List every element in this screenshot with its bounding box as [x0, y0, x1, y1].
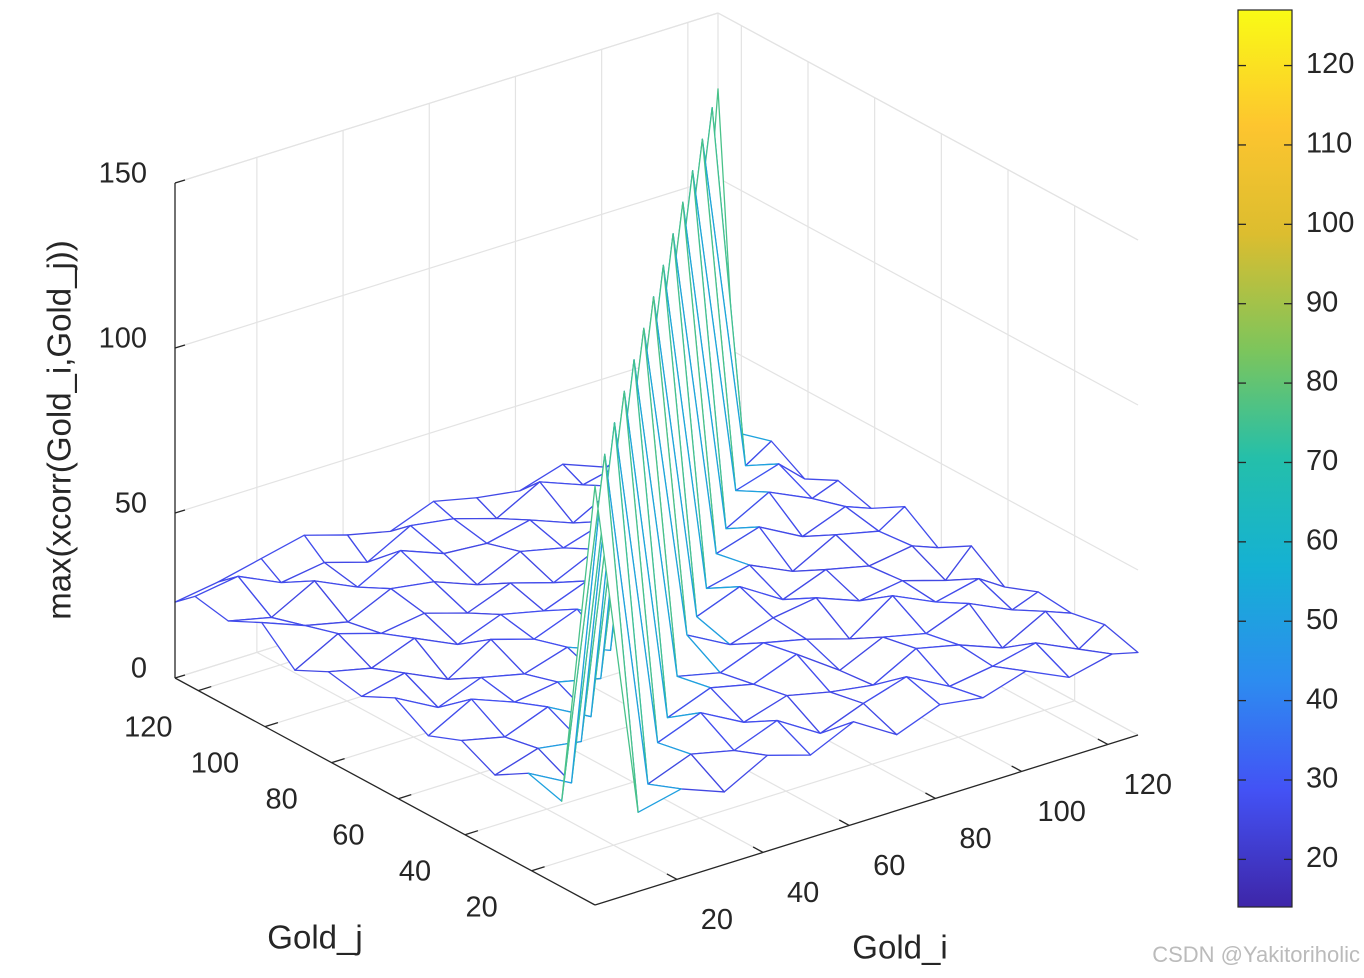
x-tick [925, 792, 936, 799]
y-tick-label: 80 [266, 783, 298, 815]
colorbar-tick-label: 90 [1306, 286, 1338, 318]
colorbar-tick-label: 110 [1306, 128, 1352, 160]
x-tick [666, 873, 678, 880]
z-tick-label: 0 [131, 653, 147, 685]
colorbar-tick-label: 70 [1306, 445, 1338, 477]
y-tick-label: 40 [399, 855, 431, 887]
x-tick-label: 60 [873, 850, 905, 882]
y-axis-label: Gold_j [267, 919, 362, 956]
colorbar-tick-label: 120 [1306, 48, 1354, 80]
z-tick [174, 674, 186, 679]
colorbar-tick-label: 60 [1306, 525, 1338, 557]
colorbar-tick-label: 20 [1306, 842, 1338, 874]
x-axis-label: Gold_i [852, 929, 947, 966]
grid-line [174, 342, 719, 514]
grid-line [256, 651, 678, 880]
y-tick-label: 120 [124, 711, 172, 743]
y-tick-label: 20 [466, 891, 498, 923]
x-tick-label: 20 [701, 904, 733, 936]
y-tick [464, 830, 479, 836]
y-tick [398, 794, 412, 800]
grid-line [174, 12, 719, 184]
colorbar-tick-label: 40 [1306, 683, 1338, 715]
grid-line [174, 177, 719, 349]
y-tick-label: 60 [332, 819, 364, 851]
x-tick [838, 819, 850, 826]
grid-line [717, 177, 1139, 406]
z-axis-label: max(xcorr(Gold_i,Gold_j)) [41, 240, 78, 620]
colorbar-tick-label: 30 [1306, 763, 1338, 795]
y-tick [198, 685, 212, 692]
x-tick-label: 40 [787, 877, 819, 909]
watermark: CSDN @Yakitoriholic [1152, 942, 1360, 967]
x-tick [752, 846, 764, 853]
z-tick [174, 179, 186, 184]
y-tick-label: 100 [191, 747, 239, 779]
grid-line [717, 12, 1139, 241]
z-tick [174, 344, 186, 349]
z-tick-label: 150 [99, 158, 147, 190]
x-tick-label: 120 [1124, 769, 1172, 801]
z-tick-label: 50 [115, 488, 147, 520]
colorbar-tick-label: 80 [1306, 366, 1338, 398]
x-tick [1097, 738, 1109, 746]
axes: 20 40 60 80 100 120 20 40 60 80 100 120 0 50 100 150 [99, 158, 1172, 936]
z-tick-label: 100 [99, 323, 147, 355]
grid-line [717, 342, 1139, 571]
mesh [174, 88, 1139, 813]
y-tick [264, 721, 279, 728]
colorbar-tick-label: 50 [1306, 604, 1338, 636]
mesh-cell [561, 453, 639, 813]
colorbar [1237, 9, 1293, 908]
y-tick [531, 866, 545, 872]
x-tick-label: 80 [959, 823, 991, 855]
grid-line [531, 700, 1075, 872]
y-axis-line [174, 677, 596, 906]
y-tick [331, 758, 345, 764]
z-tick [174, 509, 186, 514]
x-tick [1011, 765, 1022, 773]
x-tick-label: 100 [1037, 796, 1085, 828]
colorbar-tick-label: 100 [1306, 207, 1354, 239]
x-axis-line [594, 734, 1139, 906]
